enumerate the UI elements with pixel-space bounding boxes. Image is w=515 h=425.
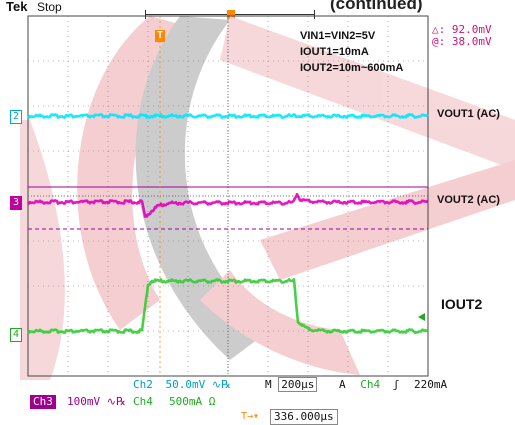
- brand-label: Tek: [6, 0, 28, 14]
- label-vout1: VOUT1 (AC): [437, 108, 500, 120]
- header: Tek Stop (continued): [0, 0, 515, 16]
- timebase-value: 200µs: [278, 377, 318, 392]
- graticule: [27, 15, 429, 377]
- trigger-source: Ch4: [360, 378, 381, 391]
- trace-iout2: [26, 278, 429, 334]
- trigger-slope-icon: ʃ: [392, 378, 400, 391]
- ch4-unit: Ω: [208, 395, 216, 408]
- ch4-marker[interactable]: 4: [10, 328, 22, 342]
- ch4-scale[interactable]: 500mA Ω: [166, 395, 218, 409]
- ch3-scale[interactable]: 100mV ∿℞: [64, 395, 129, 409]
- ch4-scale-label[interactable]: Ch4: [133, 395, 153, 408]
- status-row-1: Ch2 50.0mV ∿℞ M 200µs A Ch4 ʃ 220mA: [0, 377, 515, 393]
- record-window-marker: [227, 10, 235, 19]
- record-position-bar[interactable]: [145, 10, 315, 19]
- label-iout2: IOUT2: [441, 296, 483, 312]
- annotation-vin: VIN1=VIN2=5V: [300, 30, 376, 42]
- cursor-at-value: 38.0mV: [451, 35, 492, 48]
- trigger-setting[interactable]: A Ch4 ʃ 220mA: [336, 378, 450, 392]
- acquisition-state: Stop: [37, 0, 62, 14]
- ch2-scale[interactable]: Ch2 50.0mV ∿℞: [130, 378, 234, 392]
- ch3-coupling-icon: ∿℞: [106, 395, 126, 408]
- trigger-mode: A: [339, 378, 346, 391]
- ch2-coupling-icon: ∿℞: [211, 378, 231, 391]
- cursor-readout: △: 92.0mV @: 38.0mV: [432, 24, 492, 48]
- traces: [26, 16, 429, 376]
- status-row-2: Ch3 100mV ∿℞ Ch4 500mA Ω: [0, 394, 515, 410]
- annotation-iout1: IOUT1=10mA: [300, 46, 369, 58]
- trace-vout1-ac-: [26, 113, 429, 119]
- timebase[interactable]: M 200µs: [262, 377, 320, 392]
- trigger-level: 220mA: [414, 378, 448, 391]
- trigger-position-marker[interactable]: T: [155, 30, 165, 42]
- ch2-label: Ch2: [133, 378, 153, 391]
- cursor-at-label: @:: [432, 35, 446, 48]
- trigger-level-arrow-icon[interactable]: [418, 313, 425, 321]
- ch2-value: 50.0mV: [165, 378, 206, 391]
- ch3-value: 100mV: [67, 395, 101, 408]
- ch2-marker[interactable]: 2: [10, 110, 22, 124]
- ch3-scale-label[interactable]: Ch3: [30, 395, 56, 409]
- trace-vout2-ac-: [26, 192, 429, 218]
- ch4-value: 500mA: [169, 395, 203, 408]
- annotation-iout2: IOUT2=10m~600mA: [300, 62, 404, 74]
- title-fragment: (continued): [330, 0, 423, 13]
- ch3-marker[interactable]: 3: [10, 196, 22, 210]
- timebase-label: M: [265, 378, 272, 391]
- horizontal-position-marker: T→▾: [241, 411, 260, 422]
- status-row-3: T→▾ 336.000µs: [0, 409, 515, 425]
- label-vout2: VOUT2 (AC): [437, 194, 500, 206]
- cursor-delta-value: 92.0mV: [451, 23, 492, 36]
- cursor-delta-label: △:: [432, 23, 446, 36]
